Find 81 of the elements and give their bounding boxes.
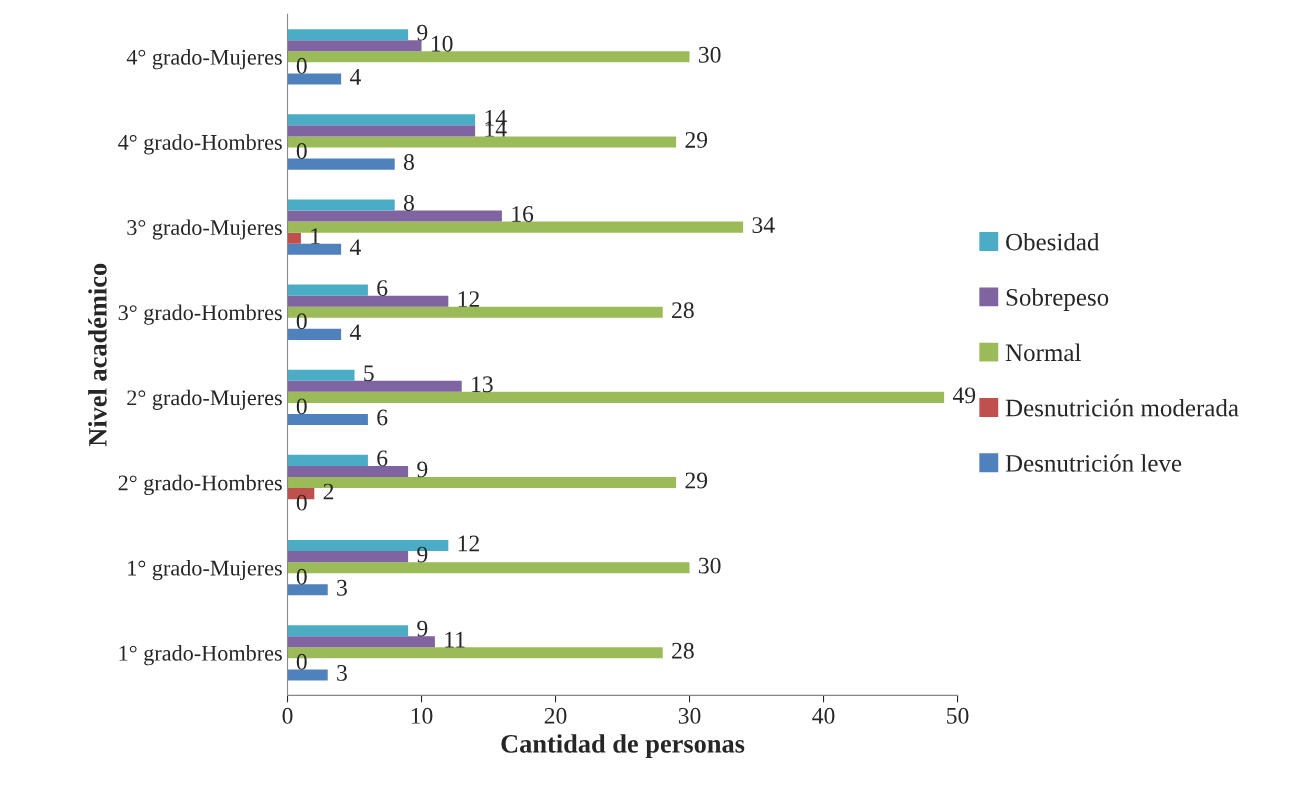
data-label: 0 bbox=[296, 57, 307, 74]
x-tick-label: 40 bbox=[812, 707, 835, 724]
x-tick-label: 30 bbox=[678, 707, 701, 724]
data-label: 3 bbox=[337, 664, 347, 681]
data-label: 0 bbox=[296, 494, 307, 511]
data-label: 49 bbox=[952, 387, 976, 404]
data-label: 4 bbox=[349, 69, 361, 85]
data-label: 6 bbox=[377, 280, 388, 297]
data-label: 6 bbox=[377, 450, 388, 467]
data-label: 12 bbox=[458, 535, 479, 552]
x-tick-label: 0 bbox=[282, 707, 293, 724]
bar bbox=[287, 210, 502, 222]
data-label: 13 bbox=[472, 376, 493, 393]
bar bbox=[287, 243, 342, 255]
data-label: 8 bbox=[403, 194, 414, 211]
x-axis-title: Cantidad de personas bbox=[501, 734, 745, 759]
x-tick-label: 10 bbox=[411, 707, 433, 724]
legend-label: Obesidad bbox=[1006, 232, 1100, 251]
bar bbox=[287, 369, 355, 381]
data-label: 3 bbox=[337, 579, 347, 596]
data-label: 34 bbox=[752, 217, 775, 234]
data-label: 30 bbox=[698, 557, 721, 574]
y-tick-label: 1° grado-Hombres bbox=[119, 645, 282, 666]
data-label: 12 bbox=[458, 291, 479, 307]
bar bbox=[287, 73, 342, 85]
y-tick-label: 3° grado-Mujeres bbox=[127, 219, 282, 240]
bar bbox=[287, 625, 409, 637]
data-label: 10 bbox=[431, 35, 453, 52]
data-label: 6 bbox=[377, 409, 388, 426]
data-label: 29 bbox=[685, 472, 708, 489]
bar bbox=[287, 199, 395, 211]
bar bbox=[287, 125, 476, 137]
data-label: 28 bbox=[672, 642, 694, 659]
bar bbox=[287, 669, 328, 681]
bar bbox=[287, 114, 476, 126]
data-label: 29 bbox=[685, 132, 708, 148]
data-label: 0 bbox=[296, 653, 307, 670]
data-label: 0 bbox=[296, 398, 307, 415]
bar bbox=[287, 158, 395, 170]
data-label: 9 bbox=[417, 461, 428, 478]
data-label: 9 bbox=[417, 24, 428, 41]
x-tick-label: 50 bbox=[947, 707, 969, 724]
x-tick-label: 20 bbox=[544, 707, 567, 724]
bar bbox=[287, 465, 409, 477]
bar bbox=[287, 551, 409, 563]
data-label: 9 bbox=[417, 620, 428, 637]
bar bbox=[287, 380, 462, 392]
bar bbox=[287, 284, 368, 296]
legend-label: Desnutrición moderada bbox=[1005, 398, 1239, 417]
y-tick-label: 4° grado-Hombres bbox=[118, 134, 282, 155]
bar bbox=[287, 454, 368, 466]
y-tick-label: 1° grado-Mujeres bbox=[128, 559, 282, 581]
bar bbox=[287, 328, 342, 340]
legend-label: Sobrepeso bbox=[1006, 288, 1109, 311]
bar bbox=[287, 29, 409, 41]
y-tick-label: 4° grado-Mujeres bbox=[126, 49, 282, 70]
y-tick-label: 2° grado-Mujeres bbox=[127, 389, 282, 410]
y-axis-title: Nivel académico bbox=[88, 263, 107, 447]
data-label: 28 bbox=[672, 302, 694, 319]
legend-label: Desnutrición leve bbox=[1005, 454, 1182, 472]
data-label: 0 bbox=[296, 313, 307, 330]
y-tick-label: 3° grado-Hombres bbox=[118, 304, 282, 325]
y-tick-label: 2° grado-Hombres bbox=[118, 474, 282, 496]
data-label: 4 bbox=[349, 239, 361, 255]
data-label: 0 bbox=[296, 568, 307, 585]
data-label: 4 bbox=[349, 324, 361, 341]
bar bbox=[287, 413, 368, 426]
bar bbox=[287, 636, 435, 648]
bar bbox=[287, 40, 422, 52]
data-label: 9 bbox=[417, 546, 428, 563]
bar bbox=[287, 584, 328, 596]
data-label: 11 bbox=[445, 631, 465, 648]
data-label: 8 bbox=[403, 154, 414, 171]
data-label: 30 bbox=[698, 46, 721, 63]
data-label: 0 bbox=[296, 143, 307, 159]
legend-label: Normal bbox=[1005, 343, 1081, 362]
data-label: 16 bbox=[512, 206, 534, 222]
data-label: 5 bbox=[364, 365, 374, 382]
bar bbox=[287, 232, 301, 244]
data-label: 2 bbox=[323, 483, 334, 500]
bar bbox=[287, 295, 449, 307]
